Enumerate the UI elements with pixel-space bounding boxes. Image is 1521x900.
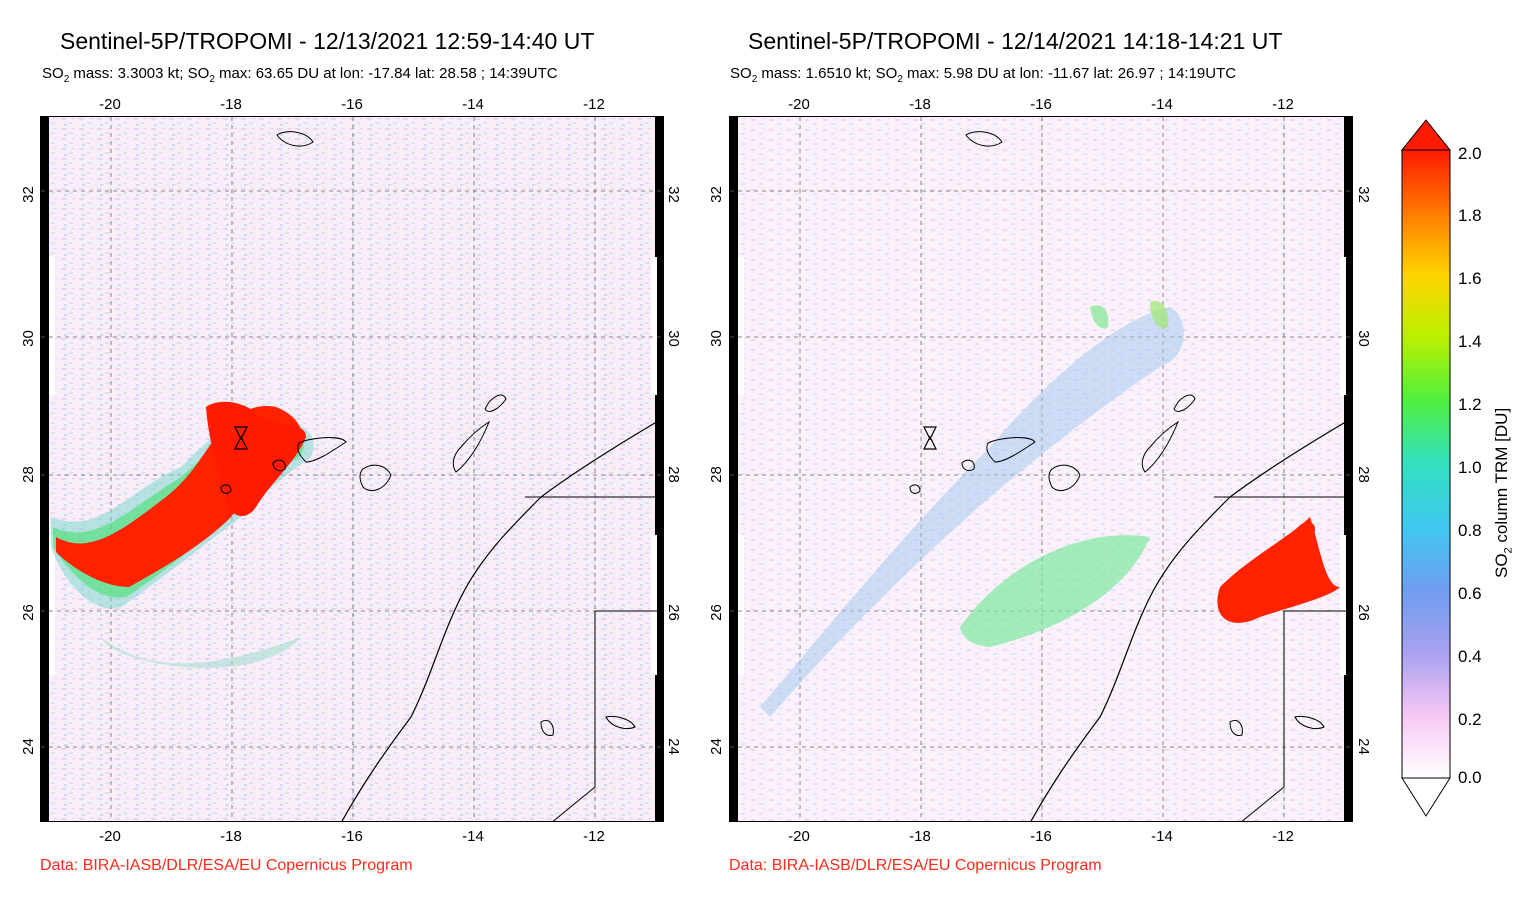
colorbar-tick: 2.0 [1458, 144, 1482, 163]
colorbar-top-arrow [1400, 119, 1452, 151]
colorbar-gradient [1401, 149, 1451, 779]
right-so2-map [729, 116, 1353, 822]
islands [220, 131, 636, 736]
right-lat-tick: 32 [707, 186, 725, 203]
colorbar-tick: 0.4 [1458, 647, 1482, 666]
colorbar-bottom-arrow [1401, 777, 1451, 817]
left-lat-tick-right: 26 [664, 604, 682, 621]
left-lat-tick: 30 [19, 330, 37, 347]
left-lat-tick-right: 24 [664, 738, 682, 755]
colorbar [1400, 119, 1452, 817]
right-lat-tick: 30 [707, 330, 725, 347]
left-top-lon-tick: -14 [462, 96, 484, 113]
right-bottom-lon-tick: -18 [909, 828, 931, 845]
right-lat-tick-right: 26 [1354, 604, 1372, 621]
right-top-lon-tick: -14 [1151, 96, 1173, 113]
left-bottom-lon-tick: -16 [341, 828, 363, 845]
right-bottom-lon-tick: -20 [788, 828, 810, 845]
left-map-svg [41, 117, 663, 821]
right-lat-tick-right: 28 [1354, 466, 1372, 483]
left-bottom-lon-tick: -20 [99, 828, 121, 845]
left-bottom-lon-tick: -18 [220, 828, 242, 845]
colorbar-tick: 0.2 [1458, 710, 1482, 729]
left-bottom-lon-tick: -14 [462, 828, 484, 845]
right-bottom-lon-tick: -12 [1272, 828, 1294, 845]
left-top-lon-tick: -20 [99, 96, 121, 113]
right-panel-subtitle: SO2 mass: 1.6510 kt; SO2 max: 5.98 DU at… [730, 65, 1237, 85]
left-frame-edge [41, 117, 49, 821]
colorbar-label: SO2 column TRM [DU] [1492, 407, 1515, 578]
left-panel-title: Sentinel-5P/TROPOMI - 12/13/2021 12:59-1… [60, 28, 595, 54]
right-lat-tick-right: 30 [1354, 330, 1372, 347]
right-top-lon-tick: -12 [1272, 96, 1294, 113]
right-frame-edge [655, 117, 663, 821]
left-lat-tick: 32 [19, 186, 37, 203]
right-lat-tick: 26 [707, 604, 725, 621]
colorbar-tick: 1.6 [1458, 269, 1482, 288]
left-lat-tick: 28 [19, 466, 37, 483]
left-panel-subtitle: SO2 mass: 3.3003 kt; SO2 max: 63.65 DU a… [42, 65, 558, 85]
right-top-lon-tick: -20 [788, 96, 810, 113]
left-lat-tick-right: 30 [664, 330, 682, 347]
colorbar-tick: 0.0 [1458, 768, 1482, 787]
left-lat-tick: 26 [19, 604, 37, 621]
right-bottom-lon-tick: -14 [1151, 828, 1173, 845]
left-top-lon-tick: -12 [583, 96, 605, 113]
colorbar-tick: 1.0 [1458, 458, 1482, 477]
africa-coastline [341, 417, 663, 821]
left-lat-tick: 24 [19, 738, 37, 755]
left-lat-tick-right: 32 [664, 186, 682, 203]
colorbar-tick: 1.2 [1458, 395, 1482, 414]
left-lat-tick-right: 28 [664, 466, 682, 483]
left-bottom-lon-tick: -12 [583, 828, 605, 845]
so2-plume [760, 300, 1340, 717]
colorbar-tick: 1.8 [1458, 206, 1482, 225]
colorbar-tick: 1.4 [1458, 332, 1482, 351]
right-lat-tick: 24 [707, 738, 725, 755]
right-lat-tick: 28 [707, 466, 725, 483]
so2-plume [51, 401, 314, 668]
islands [909, 131, 1325, 736]
right-panel-title: Sentinel-5P/TROPOMI - 12/14/2021 14:18-1… [748, 28, 1283, 54]
right-map-svg [730, 117, 1352, 821]
right-top-lon-tick: -16 [1030, 96, 1052, 113]
right-top-lon-tick: -18 [909, 96, 931, 113]
right-bottom-lon-tick: -16 [1030, 828, 1052, 845]
right-lat-tick-right: 24 [1354, 738, 1372, 755]
right-data-credit: Data: BIRA-IASB/DLR/ESA/EU Copernicus Pr… [729, 857, 1102, 874]
volcano-marker-icon [923, 426, 937, 450]
left-data-credit: Data: BIRA-IASB/DLR/ESA/EU Copernicus Pr… [40, 857, 413, 874]
right-lat-tick-right: 32 [1354, 186, 1372, 203]
left-top-lon-tick: -16 [341, 96, 363, 113]
left-top-lon-tick: -18 [220, 96, 242, 113]
colorbar-tick: 0.8 [1458, 521, 1482, 540]
colorbar-tick: 0.6 [1458, 584, 1482, 603]
volcano-marker-icon [234, 426, 248, 450]
left-so2-map [40, 116, 664, 822]
